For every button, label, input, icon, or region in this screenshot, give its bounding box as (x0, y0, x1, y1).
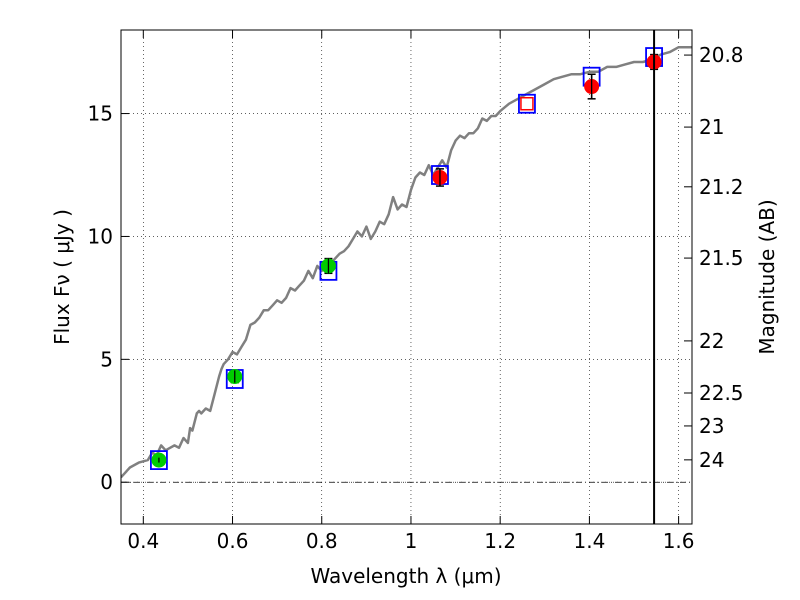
magnitude-tick-label: 20.8 (699, 43, 744, 67)
model-photometry-square (150, 450, 168, 470)
x-tick-label: 0.8 (306, 529, 338, 553)
x-axis-label: Wavelength λ (μm) (310, 564, 501, 588)
magnitude-tick-label: 21.2 (699, 175, 744, 199)
y-tick-label: 15 (88, 102, 113, 126)
spectrum-line (121, 45, 692, 479)
y-axis-label: Flux Fν ( μJy ) (50, 209, 74, 345)
x-tick-label: 1.6 (663, 529, 695, 553)
magnitude-tick-label: 21.5 (699, 246, 744, 270)
plot-area (121, 30, 692, 524)
upper-limit-marker (520, 96, 534, 111)
magnitude-tick-label: 21 (699, 115, 724, 139)
x-tick-label: 1.2 (484, 529, 516, 553)
x-tick-label: 1 (405, 529, 418, 553)
magnitude-tick-label: 23 (699, 414, 724, 438)
x-tick-label: 0.6 (217, 529, 249, 553)
x-tick-label: 0.4 (127, 529, 159, 553)
plot-background (121, 30, 692, 524)
magnitude-tick-label: 22.5 (699, 381, 744, 405)
magnitude-axis: 20.8 21 21.2 21.5 22 22.5 23 24 (684, 43, 744, 472)
y-tick-label: 10 (88, 224, 113, 248)
magnitude-tick-label: 22 (699, 329, 724, 353)
magnitude-axis-label: Magnitude (AB) (755, 199, 779, 354)
magnitude-tick-label: 24 (699, 448, 724, 472)
plot-frame (120, 29, 693, 525)
model-photometry-square (518, 93, 536, 114)
y-tick-label: 5 (100, 347, 113, 371)
y-tick-label: 0 (100, 470, 113, 494)
x-tick-label: 1.4 (573, 529, 605, 553)
x-axis: 0.4 0.6 0.8 1 1.2 1.4 1.6 (127, 30, 695, 553)
y-axis: 0 5 10 15 (88, 102, 129, 494)
